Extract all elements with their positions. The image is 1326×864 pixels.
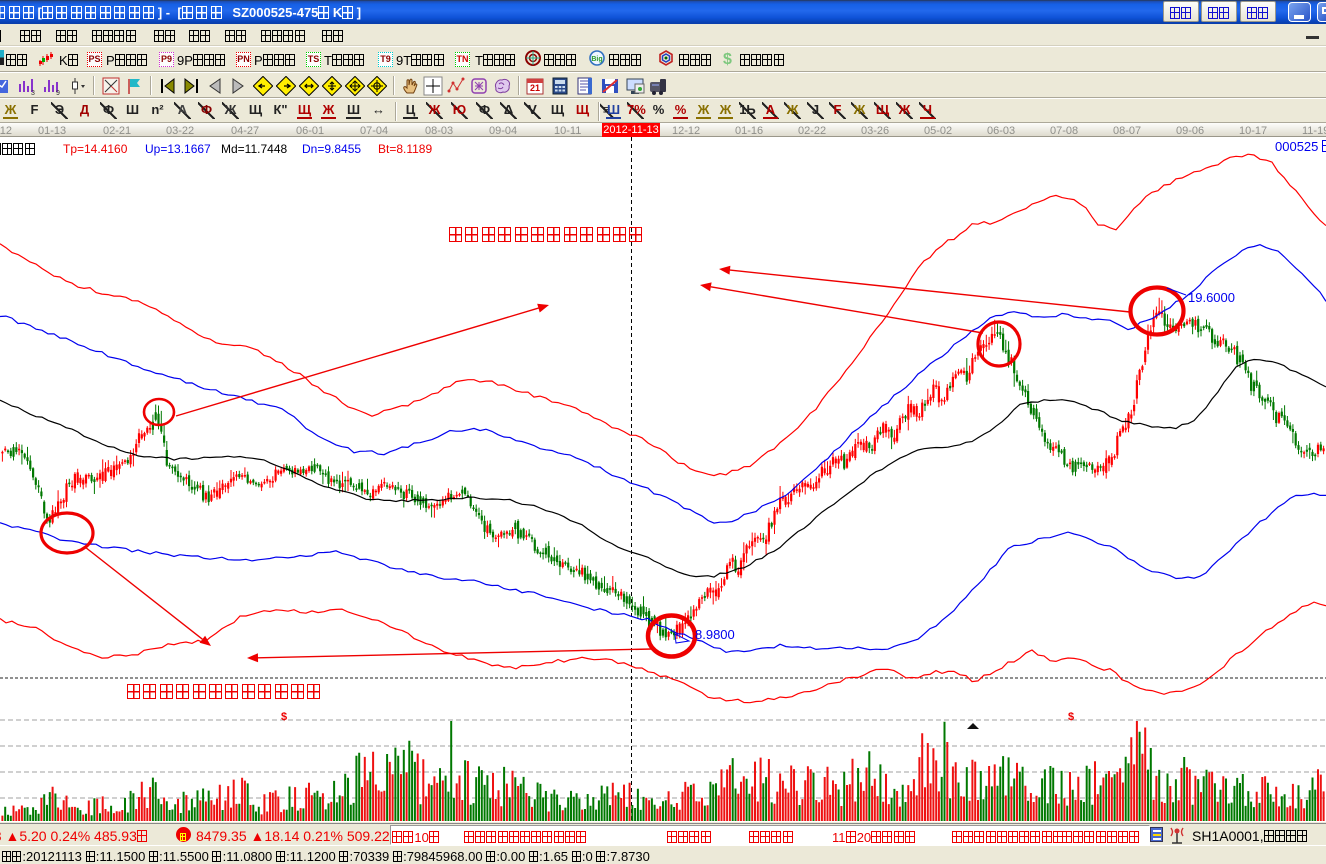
svg-text:$: $ [1068,711,1074,723]
svg-text:21: 21 [530,83,540,93]
svg-text:$: $ [281,711,287,723]
svg-text:9: 9 [56,90,60,96]
svg-text:3: 3 [31,90,35,96]
svg-text:Big: Big [591,56,602,63]
